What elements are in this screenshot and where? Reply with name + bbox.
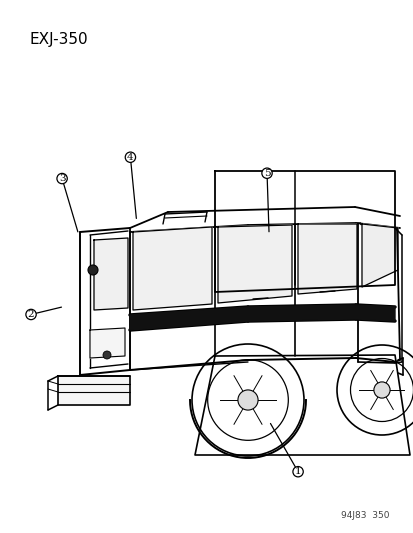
Text: 5: 5 [263,169,270,177]
Circle shape [57,173,67,184]
Text: 2: 2 [28,310,34,319]
Circle shape [261,168,272,179]
Circle shape [237,390,257,410]
Polygon shape [247,305,355,321]
Text: 94J83  350: 94J83 350 [341,511,389,520]
Polygon shape [297,224,356,294]
Polygon shape [90,328,125,358]
Polygon shape [130,307,247,330]
Polygon shape [58,376,130,405]
Circle shape [373,382,389,398]
Text: 1: 1 [294,467,301,476]
Circle shape [103,351,111,359]
Circle shape [292,466,302,477]
Text: EXJ-350: EXJ-350 [30,32,88,47]
Circle shape [125,152,135,163]
Polygon shape [355,305,394,321]
Polygon shape [361,224,397,287]
Text: 3: 3 [59,174,65,183]
Circle shape [88,265,98,275]
Polygon shape [133,227,211,310]
Polygon shape [218,225,291,303]
Text: 4: 4 [127,153,133,161]
Polygon shape [94,238,128,310]
Circle shape [26,309,36,320]
